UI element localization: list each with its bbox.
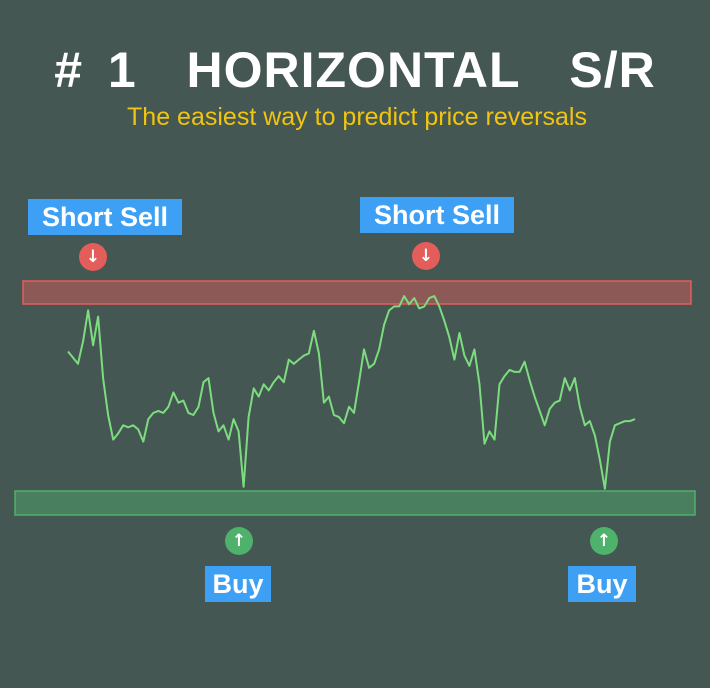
short-sell-label-left: Short Sell	[28, 199, 182, 235]
arrow-down-icon: ↓	[79, 243, 107, 271]
support-zone	[14, 490, 696, 516]
resistance-zone	[22, 280, 692, 305]
page-subtitle: The easiest way to predict price reversa…	[127, 103, 587, 131]
arrow-up-icon: ↑	[590, 527, 618, 555]
page-title: # 1 HORIZONTAL S/R	[54, 42, 656, 98]
buy-label-left: Buy	[205, 566, 271, 602]
buy-label-right: Buy	[568, 566, 636, 602]
short-sell-label-right: Short Sell	[360, 197, 514, 233]
arrow-down-icon: ↓	[412, 242, 440, 270]
arrow-up-icon: ↑	[225, 527, 253, 555]
price-line	[67, 295, 636, 490]
